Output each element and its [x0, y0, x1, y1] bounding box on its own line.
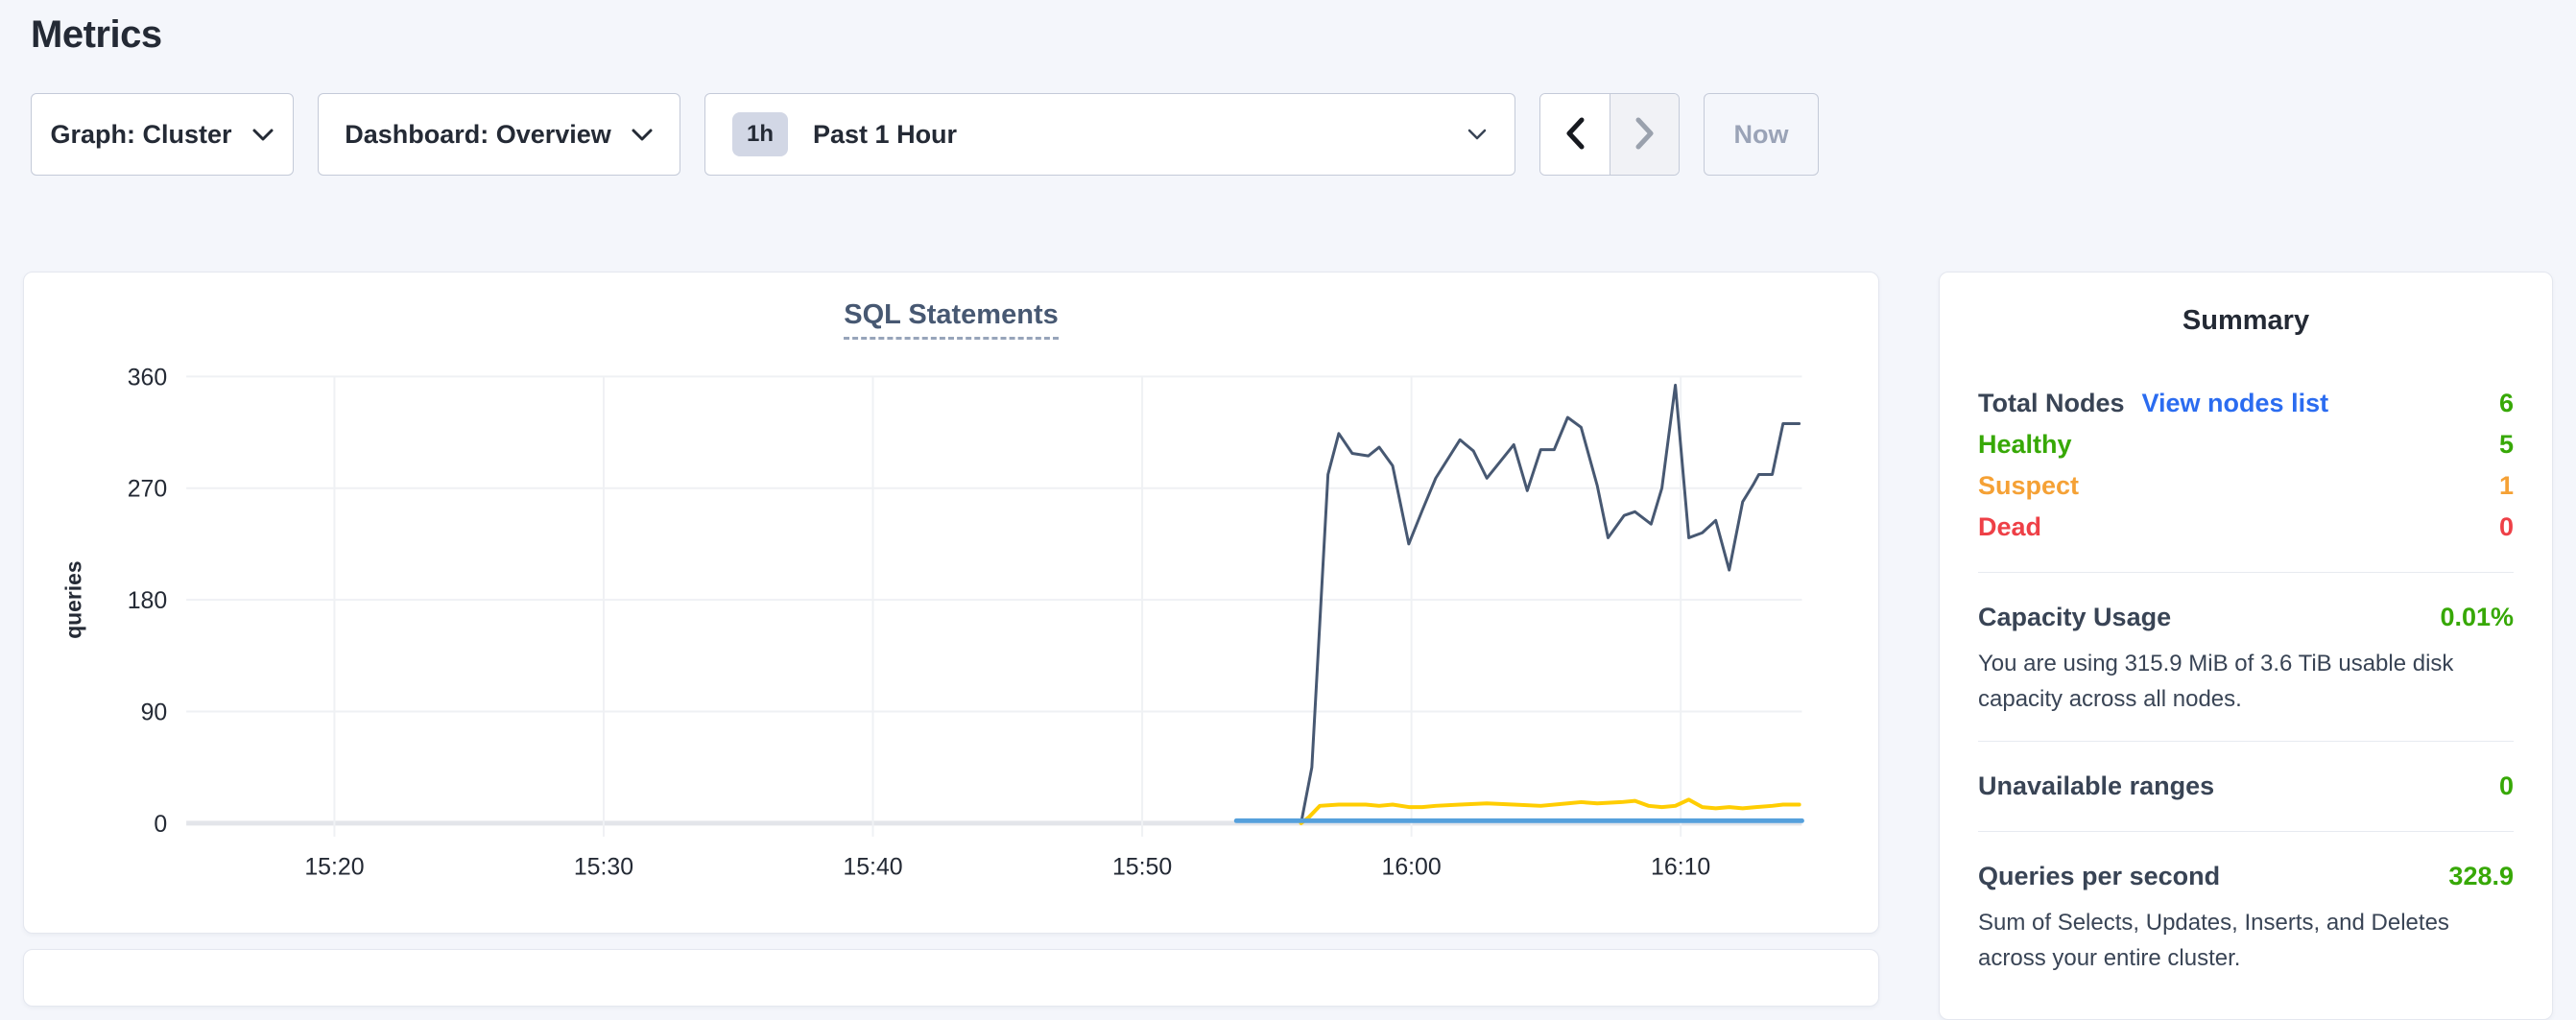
queries-per-second-description: Sum of Selects, Updates, Inserts, and De…	[1978, 910, 2449, 971]
dashboard-dropdown-label: Dashboard: Overview	[345, 119, 611, 149]
summary-panel: Summary Total Nodes View nodes list 6 He…	[1939, 272, 2553, 1020]
svg-text:15:20: 15:20	[304, 854, 364, 881]
prev-time-button[interactable]	[1540, 94, 1610, 175]
sql-statements-card: SQL Statements 0 90 180 270 360 15:20 15:30 15:…	[23, 272, 1879, 934]
unavailable-ranges-label: Unavailable ranges	[1978, 771, 2215, 800]
svg-text:270: 270	[128, 476, 167, 503]
queries-per-second-value: 328.9	[2448, 862, 2514, 890]
suspect-label: Suspect	[1978, 471, 2080, 500]
dead-nodes-row: Dead 0	[1978, 507, 2514, 548]
healthy-value: 5	[2498, 430, 2514, 459]
svg-text:15:40: 15:40	[843, 854, 902, 881]
time-step-buttons	[1539, 93, 1680, 176]
graph-dropdown-label: Graph: Cluster	[50, 119, 232, 149]
queries-per-second-row: Queries per second 328.9	[1978, 856, 2514, 897]
time-window-label: Past 1 Hour	[813, 119, 958, 149]
time-window-selector[interactable]: 1h Past 1 Hour	[704, 93, 1515, 176]
capacity-usage-row: Capacity Usage 0.01%	[1978, 597, 2514, 638]
chevron-right-icon	[1634, 116, 1656, 154]
total-nodes-value: 6	[2498, 389, 2514, 417]
graph-dropdown[interactable]: Graph: Cluster	[31, 93, 294, 176]
capacity-usage-value: 0.01%	[2440, 603, 2514, 631]
view-nodes-list-link[interactable]: View nodes list	[2141, 389, 2329, 417]
svg-text:360: 360	[128, 364, 167, 391]
main-content: SQL Statements 0 90 180 270 360 15:20 15:30 15:…	[23, 272, 2553, 1020]
dead-value: 0	[2498, 512, 2514, 541]
capacity-usage-label: Capacity Usage	[1978, 603, 2172, 631]
svg-text:90: 90	[141, 699, 168, 725]
time-window-badge: 1h	[732, 112, 789, 156]
next-time-button[interactable]	[1610, 94, 1679, 175]
summary-title: Summary	[2182, 305, 2310, 336]
queries-per-second-label: Queries per second	[1978, 862, 2221, 890]
chart-title-row: SQL Statements	[24, 273, 1878, 340]
suspect-value: 1	[2498, 471, 2514, 500]
divider	[1978, 741, 2514, 742]
svg-text:180: 180	[128, 587, 167, 614]
unavailable-ranges-row: Unavailable ranges 0	[1978, 766, 2514, 807]
divider	[1978, 831, 2514, 832]
dead-label: Dead	[1978, 512, 2042, 541]
dashboard-dropdown[interactable]: Dashboard: Overview	[318, 93, 680, 176]
svg-text:15:30: 15:30	[574, 854, 633, 881]
now-button[interactable]: Now	[1704, 93, 1819, 176]
healthy-nodes-row: Healthy 5	[1978, 424, 2514, 465]
chevron-down-icon	[251, 128, 274, 142]
suspect-nodes-row: Suspect 1	[1978, 465, 2514, 507]
svg-text:15:50: 15:50	[1112, 854, 1172, 881]
total-nodes-label: Total Nodes	[1978, 389, 2125, 417]
capacity-usage-description: You are using 315.9 MiB of 3.6 TiB usabl…	[1978, 651, 2454, 712]
page-title: Metrics	[31, 13, 162, 56]
svg-text:16:10: 16:10	[1651, 854, 1710, 881]
chevron-down-icon	[631, 128, 654, 142]
divider	[1978, 572, 2514, 573]
chevron-left-icon	[1564, 116, 1586, 154]
charts-column: SQL Statements 0 90 180 270 360 15:20 15:30 15:…	[23, 272, 1879, 1007]
svg-text:queries: queries	[61, 560, 86, 638]
sql-statements-chart: 0 90 180 270 360 15:20 15:30 15:40 15:50 16:00 16:…	[61, 364, 1804, 881]
next-chart-card-sliver	[23, 949, 1879, 1007]
unavailable-ranges-value: 0	[2498, 771, 2514, 800]
chart-title[interactable]: SQL Statements	[844, 299, 1059, 340]
toolbar: Graph: Cluster Dashboard: Overview 1h Pa…	[31, 93, 2553, 176]
chevron-down-icon	[1467, 128, 1488, 141]
healthy-label: Healthy	[1978, 430, 2072, 459]
svg-text:16:00: 16:00	[1382, 854, 1442, 881]
total-nodes-row: Total Nodes View nodes list 6	[1978, 383, 2514, 424]
svg-text:0: 0	[154, 811, 167, 838]
